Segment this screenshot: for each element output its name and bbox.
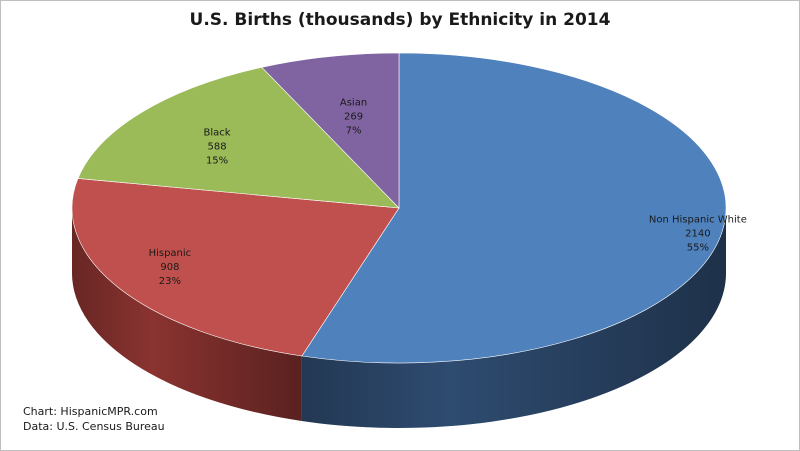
pie-sides bbox=[72, 208, 726, 429]
slice-percent: 15% bbox=[206, 155, 228, 166]
slice-value: 269 bbox=[344, 112, 363, 123]
credit-data-source: Data: U.S. Census Bureau bbox=[23, 420, 165, 433]
slice-value: 908 bbox=[160, 262, 179, 273]
slice-label-asian: Asian 269 7% bbox=[340, 98, 367, 137]
pie-slice-hispanic bbox=[71, 178, 400, 357]
slice-name: Non Hispanic White bbox=[649, 215, 747, 226]
credit-chart-source: Chart: HispanicMPR.com bbox=[23, 405, 158, 418]
slice-percent: 23% bbox=[159, 276, 181, 287]
slice-name: Hispanic bbox=[149, 248, 192, 259]
slice-value: 588 bbox=[208, 141, 227, 152]
slice-percent: 7% bbox=[346, 126, 362, 137]
pie-side-shade-non-hispanic-white bbox=[301, 208, 726, 429]
slice-name: Black bbox=[204, 127, 231, 138]
slice-name: Asian bbox=[340, 98, 367, 109]
slice-value: 2140 bbox=[685, 229, 710, 240]
slice-label-black: Black 588 15% bbox=[204, 127, 231, 166]
slice-label-non-hispanic-white: Non Hispanic White 2140 55% bbox=[649, 215, 747, 254]
chart-credits: Chart: HispanicMPR.com Data: U.S. Census… bbox=[23, 404, 165, 434]
pie-side-shade-hispanic bbox=[72, 208, 302, 421]
pie-slice-black bbox=[77, 66, 400, 209]
slice-label-hispanic: Hispanic 908 23% bbox=[149, 248, 192, 287]
pie-slice-non-hispanic-white bbox=[301, 52, 727, 364]
pie-slice-asian bbox=[261, 52, 400, 209]
pie-tops bbox=[71, 52, 727, 364]
slice-percent: 55% bbox=[687, 243, 709, 254]
chart-title: U.S. Births (thousands) by Ethnicity in … bbox=[189, 10, 611, 30]
pie-labels: Non Hispanic White 2140 55% Hispanic 908 23% B… bbox=[149, 98, 747, 287]
